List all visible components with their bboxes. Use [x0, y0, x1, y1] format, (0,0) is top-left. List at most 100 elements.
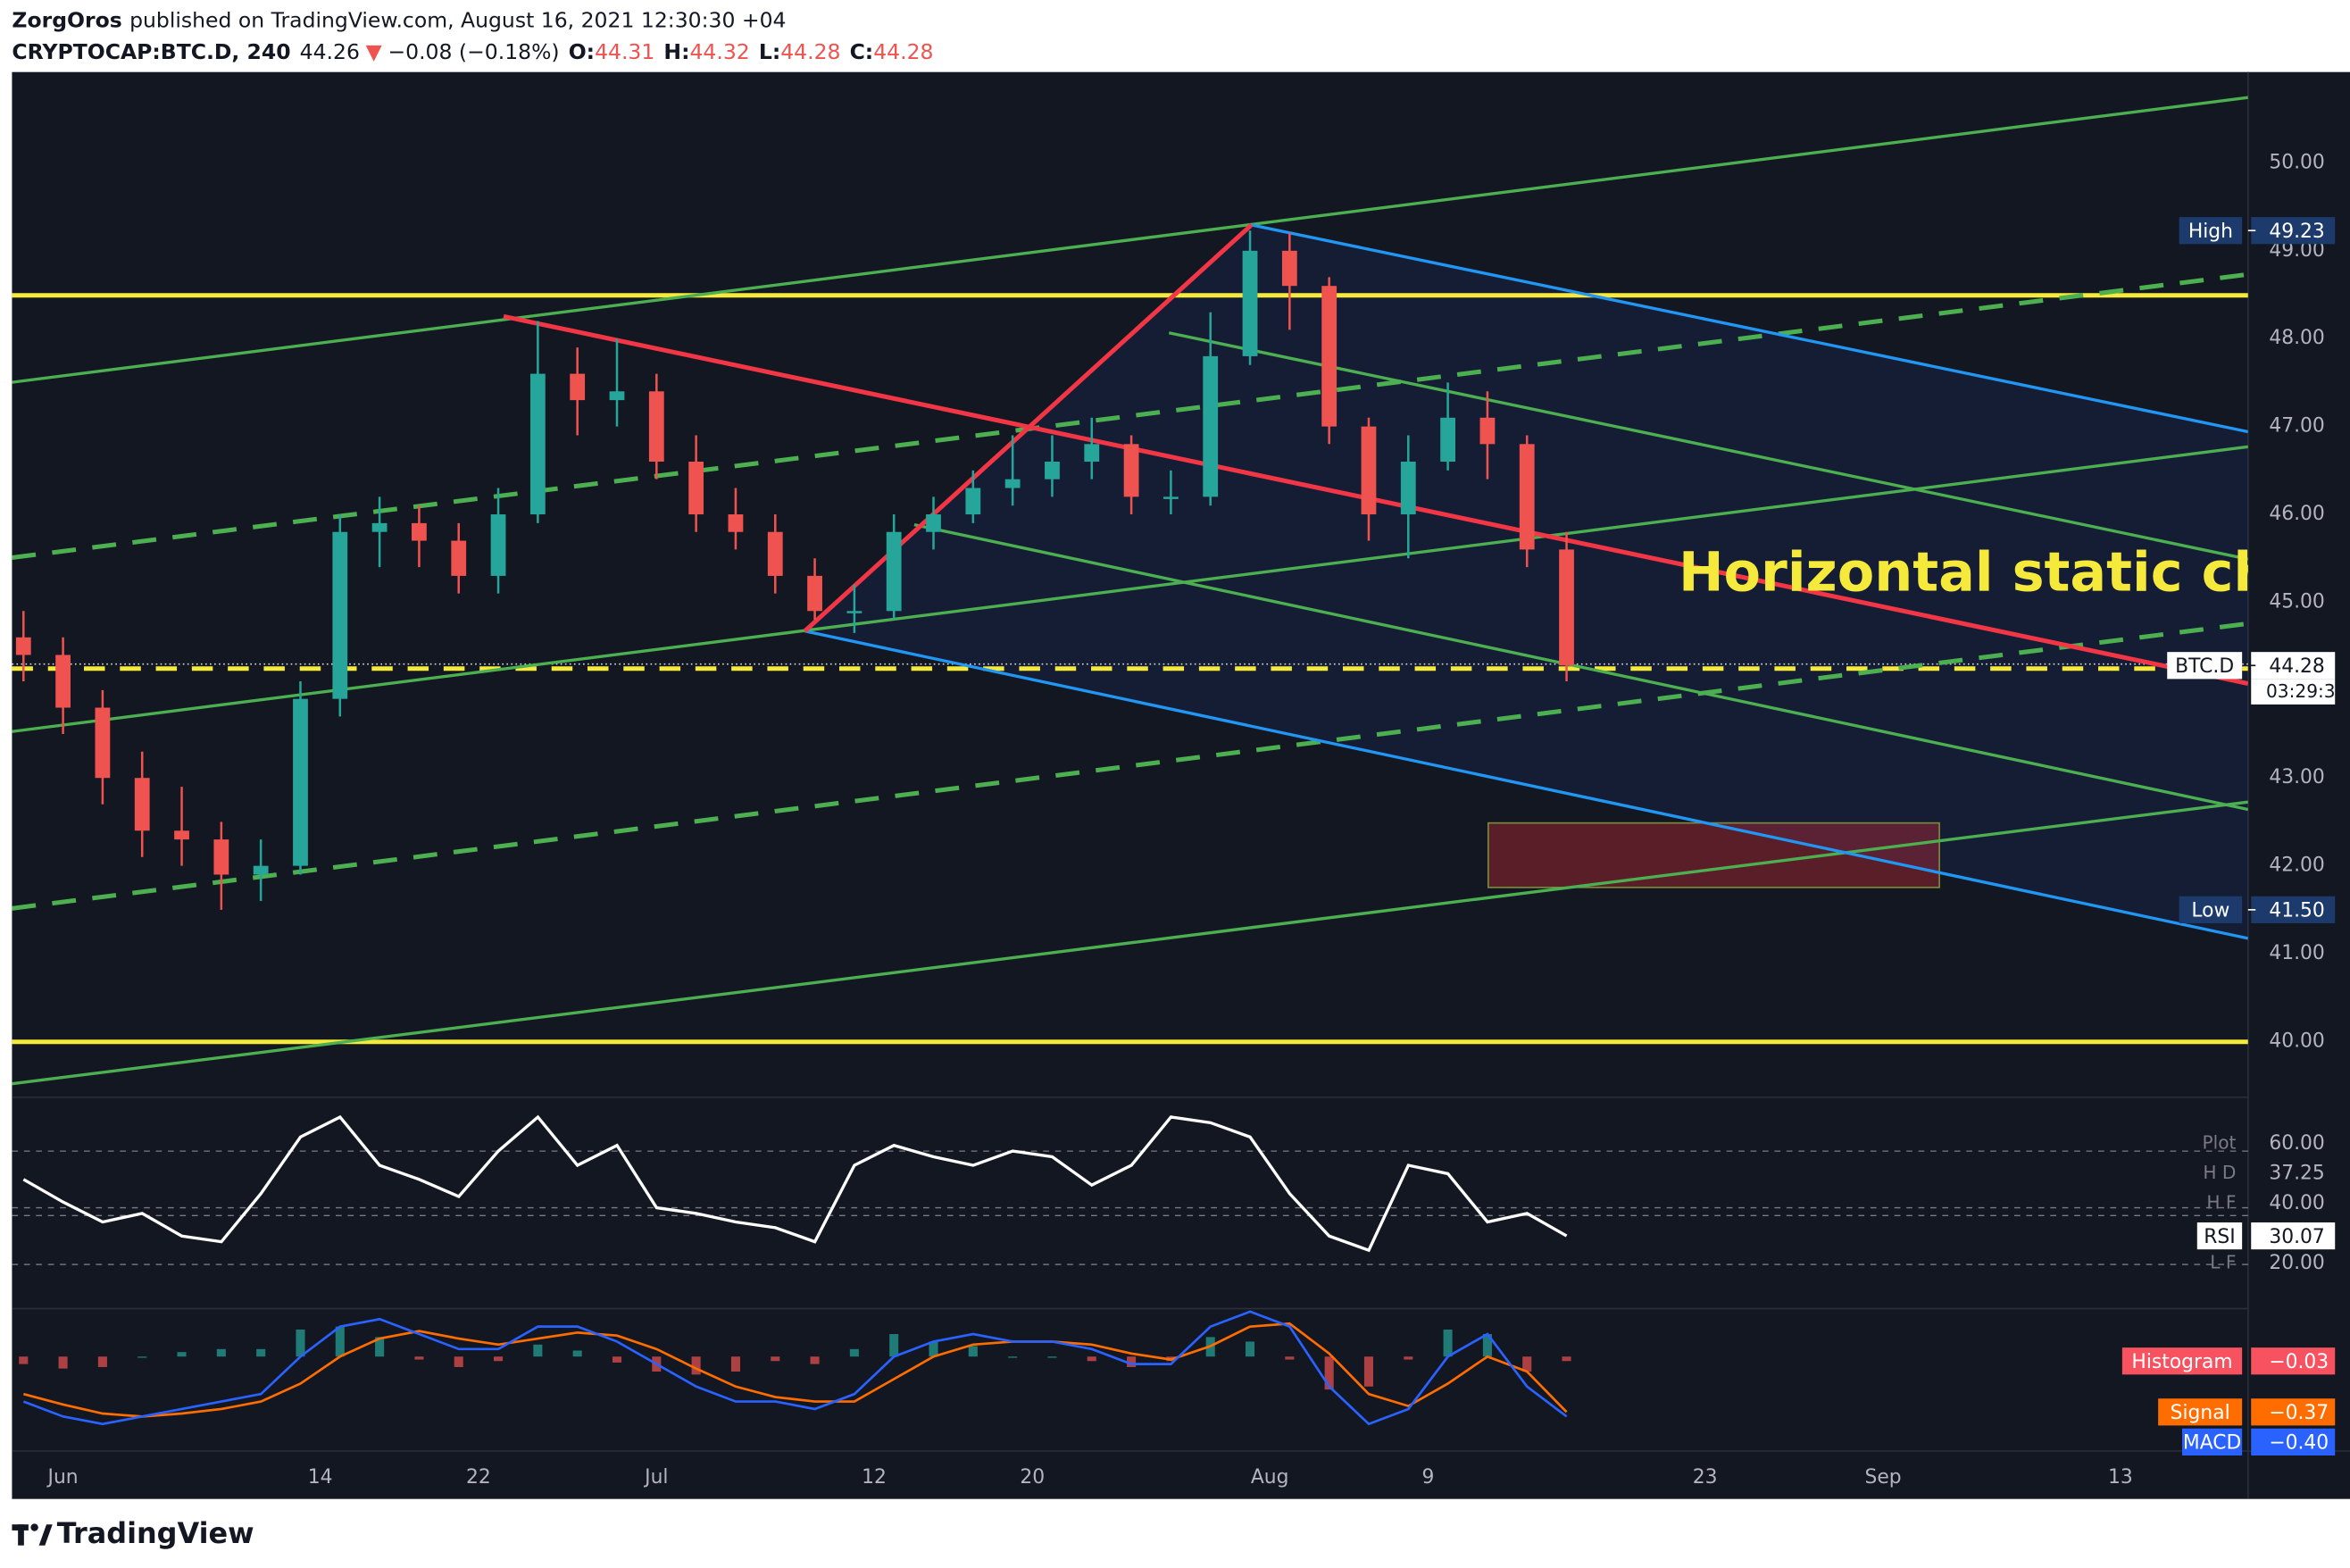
annotation-clip: Horizontal static char: [1679, 541, 2335, 604]
brand: TradingView: [57, 1516, 254, 1550]
candle-body: [55, 655, 71, 708]
x-tick-label: 14: [308, 1466, 333, 1489]
pitchfork-edge: [1251, 223, 2248, 434]
histogram-bar: [97, 1356, 107, 1367]
symbol: CRYPTOCAP:BTC.D, 240: [12, 38, 290, 63]
candle-body: [728, 514, 744, 532]
rsi-level-name: H D: [2203, 1162, 2236, 1183]
ohlc-key: O:: [569, 38, 595, 63]
y-tick-label: 41.00: [2269, 942, 2324, 964]
rsi-label-group: RSI 30.07: [2196, 1222, 2336, 1250]
x-tick-label: 9: [1421, 1466, 1434, 1489]
price-label-value: 44.28: [2269, 655, 2324, 678]
macd-label-name: MACD: [2183, 1432, 2241, 1455]
x-tick-label: 12: [862, 1466, 887, 1489]
histogram-bar: [1562, 1356, 1571, 1362]
price-label-group: High 49.23: [2179, 217, 2336, 245]
y-tick-label: 50.00: [2269, 151, 2324, 173]
macd-line: [23, 1322, 1568, 1418]
macd-label-value: −0.40: [2269, 1432, 2329, 1455]
ohlc-value: 44.31: [595, 38, 654, 63]
x-tick-label: 20: [1020, 1466, 1045, 1489]
histogram-bar: [1522, 1356, 1532, 1372]
histogram-bar: [1047, 1356, 1057, 1358]
price-label-value-bg: [2251, 652, 2336, 680]
rsi-line: [22, 1114, 1568, 1253]
candle-body: [1361, 426, 1377, 515]
candle-body: [253, 865, 269, 875]
histogram-bar: [849, 1348, 859, 1357]
pitchfork-edge: [804, 630, 2248, 940]
price-label-group: Low 41.50: [2179, 896, 2336, 923]
histogram-bar: [1482, 1334, 1492, 1357]
rsi-level-name: Plot: [2202, 1131, 2236, 1153]
rsi-level-value: 20.00: [2269, 1252, 2324, 1274]
rsi-level-value: 60.00: [2269, 1132, 2324, 1155]
candle-body: [490, 514, 506, 576]
macd-label-value-bg: [2251, 1347, 2336, 1375]
histogram-bar: [454, 1356, 463, 1367]
change: −0.08 (−0.18%): [388, 38, 559, 63]
macd-line: [22, 1310, 1568, 1426]
candle-body: [1123, 444, 1139, 497]
histogram-bar: [177, 1352, 187, 1357]
ohlc-key: H:: [663, 38, 689, 63]
macd-label-name: Histogram: [2131, 1351, 2232, 1373]
candle-body: [95, 707, 111, 779]
histogram-bar: [691, 1356, 701, 1375]
rsi-level-value: 37.25: [2269, 1162, 2324, 1184]
rsi-level-value: 40.00: [2269, 1192, 2324, 1214]
y-tick-label: 42.00: [2269, 855, 2324, 877]
macd-label-value-bg: [2251, 1428, 2336, 1455]
macd-label-value-bg: [2251, 1398, 2336, 1426]
price-label-value-bg: [2251, 217, 2336, 245]
histogram-bar: [216, 1348, 226, 1357]
logo-part: [30, 1523, 38, 1531]
candle-body: [648, 391, 664, 462]
rsi-level-name: L F: [2210, 1252, 2236, 1273]
ohlc-value: 44.28: [780, 38, 840, 63]
trend-line: [803, 223, 1254, 633]
price-label-name-bg: [2179, 896, 2243, 923]
histogram-bar: [533, 1344, 543, 1357]
x-tick-label: Aug: [1251, 1466, 1289, 1489]
annotation: Horizontal static char: [1679, 541, 2335, 604]
histogram-bar: [1285, 1356, 1295, 1360]
brand-logo: [12, 1523, 53, 1546]
macd-label-group: Signal −0.37: [2158, 1398, 2336, 1426]
histogram-bar: [1443, 1330, 1453, 1357]
channel-line: [12, 800, 2248, 1086]
histogram-bar: [810, 1356, 820, 1364]
candle-body: [451, 540, 467, 576]
price-label-name: High: [2188, 221, 2233, 243]
macd-label-name-bg: [2182, 1428, 2243, 1455]
candles: [15, 230, 1574, 910]
histogram-bar: [968, 1346, 978, 1357]
candle-body: [134, 778, 150, 831]
candle-body: [1559, 549, 1574, 666]
y-tick-label: 46.00: [2269, 503, 2324, 525]
histogram-bar: [256, 1348, 266, 1357]
x-tick-label: Jun: [46, 1466, 79, 1489]
channel-mid: [12, 271, 2248, 561]
ohlc-key: L:: [759, 38, 780, 63]
histogram-bar: [1404, 1356, 1413, 1360]
x-tick-label: Sep: [1864, 1466, 1901, 1489]
channel-line: [12, 96, 2248, 384]
x-tick-label: 13: [2108, 1466, 2133, 1489]
ohlc-value: 44.32: [689, 38, 749, 63]
price-label-name-bg: [2167, 652, 2243, 680]
price-label-name-bg: [2179, 217, 2243, 245]
candle-body: [846, 611, 862, 613]
candle-body: [412, 522, 427, 541]
candle-body: [1321, 286, 1338, 427]
change-arrow: ▼: [366, 38, 382, 63]
candle-body: [529, 373, 546, 515]
candle-body: [570, 373, 586, 401]
rsi-label-value-bg: [2251, 1222, 2336, 1250]
candle-body: [371, 522, 388, 532]
header-line: ZorgOros published on TradingView.com, Au…: [12, 7, 786, 32]
histogram-bar: [335, 1326, 345, 1357]
candle-body: [926, 514, 941, 532]
price-label-value-bg: [2251, 896, 2336, 923]
